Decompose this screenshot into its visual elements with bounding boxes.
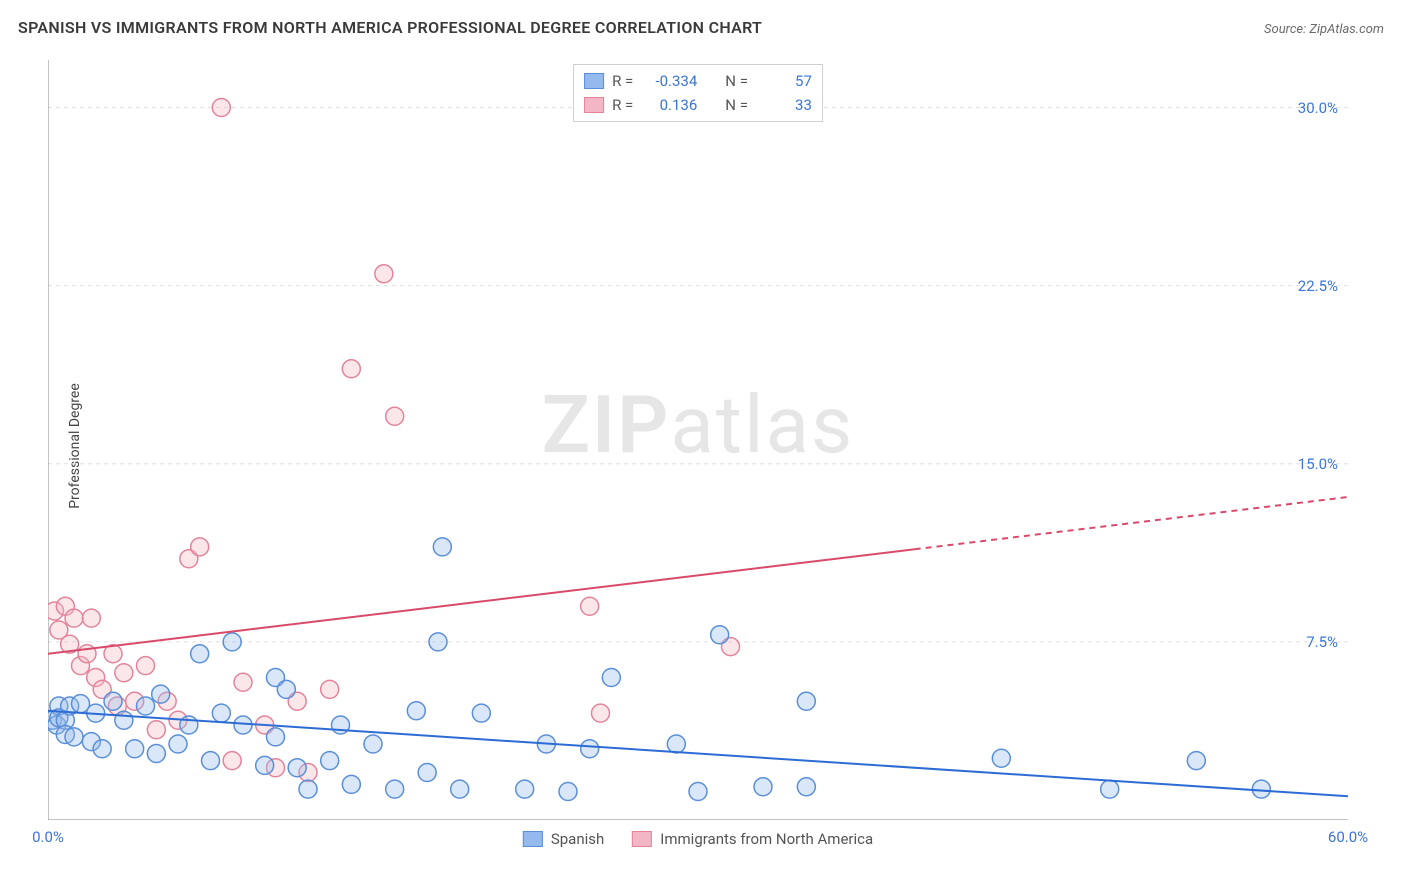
spanish-r-value: -0.334 xyxy=(645,72,697,90)
plot-svg xyxy=(48,60,1348,820)
n-label: N = xyxy=(725,96,748,114)
y-tick-label: 15.0% xyxy=(1298,455,1338,473)
r-label: R = xyxy=(612,72,633,90)
immigrants-n-value: 33 xyxy=(760,96,812,114)
immigrants-label: Immigrants from North America xyxy=(660,830,873,848)
r-label: R = xyxy=(612,96,633,114)
x-tick-label: 0.0% xyxy=(32,828,64,846)
spanish-swatch xyxy=(584,73,604,89)
immigrants-swatch xyxy=(632,831,652,847)
y-tick-label: 30.0% xyxy=(1298,99,1338,117)
spanish-label: Spanish xyxy=(551,830,604,848)
y-tick-label: 22.5% xyxy=(1298,277,1338,295)
immigrants-swatch xyxy=(584,97,604,113)
legend-row-spanish: R = -0.334 N = 57 xyxy=(584,69,812,93)
legend-item-spanish: Spanish xyxy=(523,830,604,848)
y-tick-label: 7.5% xyxy=(1306,633,1338,651)
legend-item-immigrants: Immigrants from North America xyxy=(632,830,873,848)
source-label: Source: ZipAtlas.com xyxy=(1264,22,1384,37)
legend-row-immigrants: R = 0.136 N = 33 xyxy=(584,93,812,117)
immigrants-r-value: 0.136 xyxy=(645,96,697,114)
series-legend: Spanish Immigrants from North America xyxy=(523,830,873,848)
n-label: N = xyxy=(725,72,748,90)
chart-title: SPANISH VS IMMIGRANTS FROM NORTH AMERICA… xyxy=(18,18,762,37)
scatter-plot: ZIPatlas R = -0.334 N = 57 R = 0.136 N =… xyxy=(48,60,1348,820)
correlation-legend: R = -0.334 N = 57 R = 0.136 N = 33 xyxy=(573,64,823,122)
spanish-n-value: 57 xyxy=(760,72,812,90)
spanish-swatch xyxy=(523,831,543,847)
x-tick-label: 60.0% xyxy=(1328,828,1368,846)
